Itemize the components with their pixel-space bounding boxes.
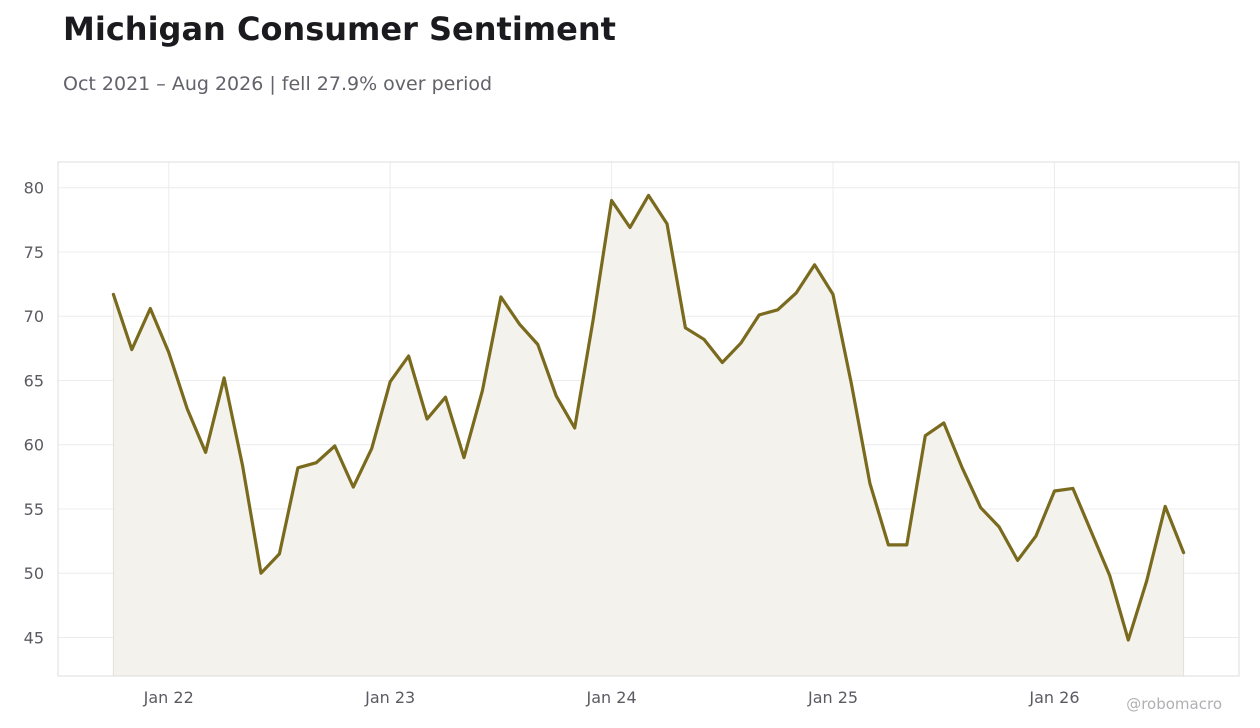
x-axis-ticks: Jan 22 Jan 23 Jan 24 Jan 25 Jan 26 (143, 688, 1080, 707)
chart-subtitle: Oct 2021 – Aug 2026 | fell 27.9% over pe… (63, 73, 493, 95)
plot-frame (57, 161, 1240, 677)
x-tick-label: Jan 26 (1028, 688, 1079, 707)
x-tick-label: Jan 25 (807, 688, 858, 707)
y-tick-label: 50 (24, 564, 44, 583)
x-tick-label: Jan 22 (143, 688, 194, 707)
y-tick-label: 80 (24, 179, 44, 198)
y-tick-label: 60 (24, 436, 44, 455)
series-line (111, 193, 1186, 642)
y-tick-label: 65 (24, 371, 44, 390)
y-tick-label: 70 (24, 307, 44, 326)
y-axis-ticks: 45 50 55 60 65 70 75 80 (24, 179, 44, 648)
area-fill (112, 194, 1185, 677)
x-tick-label: Jan 23 (364, 688, 415, 707)
chart-title: Michigan Consumer Sentiment (63, 10, 616, 48)
y-tick-label: 75 (24, 243, 44, 262)
x-tick-label: Jan 24 (586, 688, 637, 707)
credit-text: @robomacro (1126, 695, 1222, 713)
y-tick-label: 55 (24, 500, 44, 519)
y-tick-label: 45 (24, 628, 44, 647)
